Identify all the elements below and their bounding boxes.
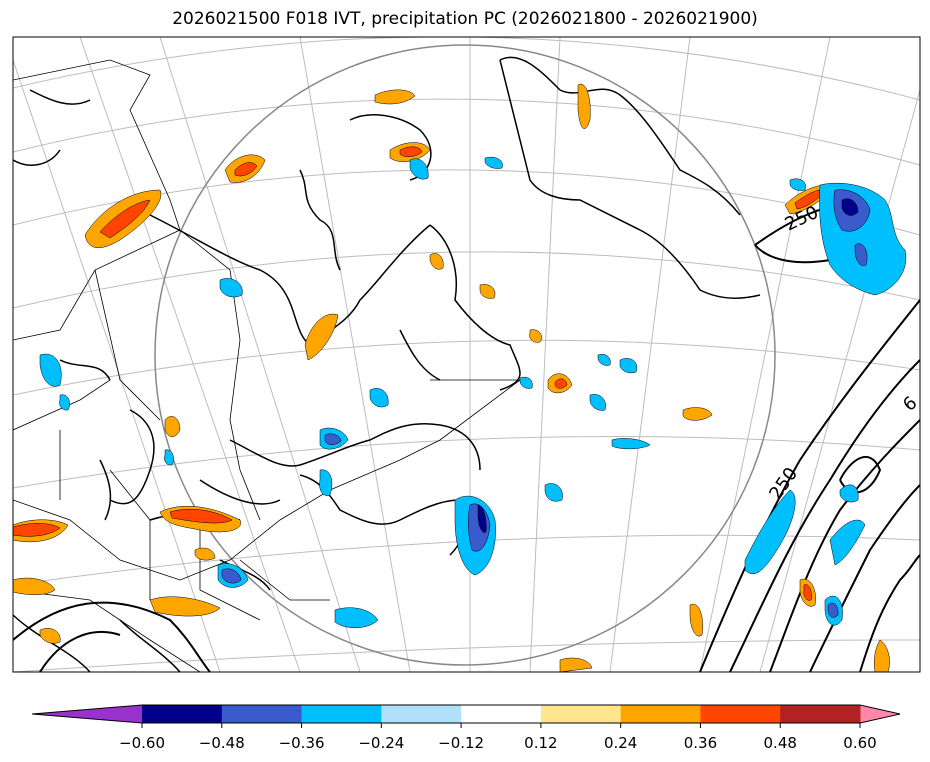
colorbar-tick-label: −0.48 xyxy=(199,734,245,752)
colorbar-extend-high xyxy=(860,705,900,723)
colorbar-segment xyxy=(142,705,223,723)
coastlines xyxy=(13,56,761,672)
map-frame xyxy=(12,36,921,673)
colorbar-tick-label: −0.24 xyxy=(358,734,404,752)
colorbar-tick-label: −0.36 xyxy=(279,734,325,752)
colorbar-tick-label: 0.12 xyxy=(524,734,557,752)
map-title: 2026021500 F018 IVT, precipitation PC (2… xyxy=(172,9,758,29)
colorbar-segment xyxy=(620,705,701,723)
colorbar-segment xyxy=(540,705,622,723)
colorbar-segment xyxy=(381,705,462,723)
colorbar-segment xyxy=(221,705,303,723)
ivt-contours xyxy=(13,203,920,672)
colorbar-tick-label: 0.60 xyxy=(843,734,876,752)
colorbar-tick-label: −0.12 xyxy=(438,734,484,752)
colorbar-segment xyxy=(780,705,861,723)
colorbar-tick-label: −0.60 xyxy=(119,734,165,752)
colorbar-segment xyxy=(700,705,781,723)
colorbar-segment xyxy=(301,705,382,723)
precip-pc-fill xyxy=(13,83,907,672)
colorbar-tick-label: 0.24 xyxy=(604,734,637,752)
colorbar-tick-label: 0.48 xyxy=(764,734,797,752)
colorbar-segment xyxy=(461,705,542,723)
colorbar-tick-label: 0.36 xyxy=(684,734,717,752)
domain-circle xyxy=(154,44,776,666)
colorbar-extend-low xyxy=(32,705,142,723)
